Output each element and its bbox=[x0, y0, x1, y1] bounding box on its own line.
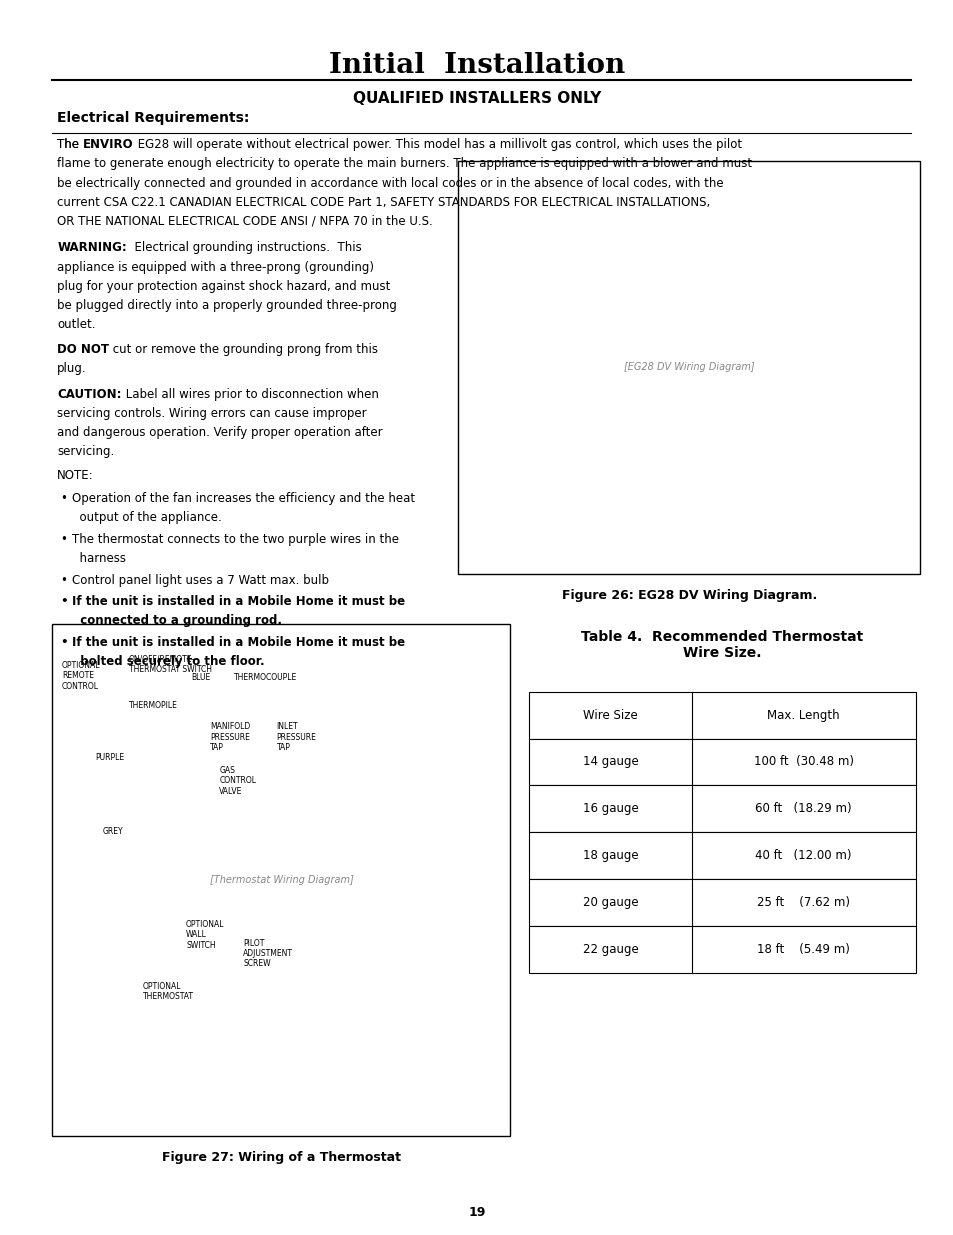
Text: [Thermostat Wiring Diagram]: [Thermostat Wiring Diagram] bbox=[210, 874, 353, 885]
Text: 40 ft   (12.00 m): 40 ft (12.00 m) bbox=[755, 850, 851, 862]
Text: ENVIRO: ENVIRO bbox=[83, 138, 133, 152]
Text: NOTE:: NOTE: bbox=[57, 469, 93, 483]
Text: The: The bbox=[57, 138, 83, 152]
Text: [EG28 DV Wiring Diagram]: [EG28 DV Wiring Diagram] bbox=[623, 362, 754, 373]
Text: INLET
PRESSURE
TAP: INLET PRESSURE TAP bbox=[276, 722, 316, 752]
Text: 18 ft    (5.49 m): 18 ft (5.49 m) bbox=[757, 944, 849, 956]
Text: Wire Size: Wire Size bbox=[582, 709, 638, 721]
Text: OPTIONAL
WALL
SWITCH: OPTIONAL WALL SWITCH bbox=[186, 920, 224, 950]
Text: The thermostat connects to the two purple wires in the: The thermostat connects to the two purpl… bbox=[71, 532, 398, 546]
Text: Label all wires prior to disconnection when: Label all wires prior to disconnection w… bbox=[122, 388, 378, 401]
Text: THERMOPILE: THERMOPILE bbox=[129, 701, 177, 710]
Bar bbox=[529, 785, 915, 832]
Bar bbox=[529, 832, 915, 879]
Bar bbox=[529, 739, 915, 785]
Text: QUALIFIED INSTALLERS ONLY: QUALIFIED INSTALLERS ONLY bbox=[353, 91, 600, 106]
Text: 60 ft   (18.29 m): 60 ft (18.29 m) bbox=[755, 803, 851, 815]
Text: Initial  Installation: Initial Installation bbox=[329, 52, 624, 79]
Text: The: The bbox=[57, 138, 83, 152]
Text: THERMOCOUPLE: THERMOCOUPLE bbox=[233, 673, 296, 682]
Text: Electrical grounding instructions.  This: Electrical grounding instructions. This bbox=[127, 241, 361, 254]
Text: •: • bbox=[60, 595, 68, 609]
Text: •: • bbox=[60, 636, 68, 650]
Text: OR THE NATIONAL ELECTRICAL CODE ANSI / NFPA 70 in the U.S.: OR THE NATIONAL ELECTRICAL CODE ANSI / N… bbox=[57, 215, 433, 228]
Text: plug.: plug. bbox=[57, 362, 87, 375]
Text: Electrical Requirements:: Electrical Requirements: bbox=[57, 111, 250, 125]
Text: 100 ft  (30.48 m): 100 ft (30.48 m) bbox=[753, 756, 853, 768]
Text: be electrically connected and grounded in accordance with local codes or in the : be electrically connected and grounded i… bbox=[57, 177, 723, 190]
Text: be plugged directly into a properly grounded three-prong: be plugged directly into a properly grou… bbox=[57, 299, 396, 312]
Text: OPTIONAL
REMOTE
CONTROL: OPTIONAL REMOTE CONTROL bbox=[62, 661, 100, 690]
Text: 18 gauge: 18 gauge bbox=[582, 850, 638, 862]
Text: and dangerous operation. Verify proper operation after: and dangerous operation. Verify proper o… bbox=[57, 426, 382, 440]
Text: Control panel light uses a 7 Watt max. bulb: Control panel light uses a 7 Watt max. b… bbox=[71, 573, 328, 587]
Text: servicing controls. Wiring errors can cause improper: servicing controls. Wiring errors can ca… bbox=[57, 406, 367, 420]
Text: servicing.: servicing. bbox=[57, 445, 114, 458]
Text: 19: 19 bbox=[468, 1207, 485, 1219]
Text: •: • bbox=[60, 532, 67, 546]
Text: If the unit is installed in a Mobile Home it must be: If the unit is installed in a Mobile Hom… bbox=[71, 595, 404, 609]
Text: BLUE: BLUE bbox=[191, 673, 210, 682]
Text: GREY: GREY bbox=[103, 827, 124, 836]
Text: EG28 will operate without electrical power. This model has a millivolt gas contr: EG28 will operate without electrical pow… bbox=[133, 138, 740, 152]
Text: connected to a grounding rod.: connected to a grounding rod. bbox=[71, 614, 281, 627]
Text: WARNING:: WARNING: bbox=[57, 241, 127, 254]
FancyBboxPatch shape bbox=[457, 161, 920, 574]
Text: CAUTION:: CAUTION: bbox=[57, 388, 122, 401]
Bar bbox=[529, 692, 915, 739]
Text: Figure 27: Wiring of a Thermostat: Figure 27: Wiring of a Thermostat bbox=[162, 1151, 400, 1165]
Text: ON/OFF/REMOTE—
THERMOSTAT SWITCH: ON/OFF/REMOTE— THERMOSTAT SWITCH bbox=[129, 655, 212, 674]
Text: Figure 26: EG28 DV Wiring Diagram.: Figure 26: EG28 DV Wiring Diagram. bbox=[561, 589, 816, 603]
Text: 14 gauge: 14 gauge bbox=[582, 756, 638, 768]
Text: output of the appliance.: output of the appliance. bbox=[71, 511, 221, 525]
Text: DO NOT: DO NOT bbox=[57, 343, 109, 357]
Text: flame to generate enough electricity to operate the main burners. The appliance : flame to generate enough electricity to … bbox=[57, 157, 752, 170]
Text: Max. Length: Max. Length bbox=[766, 709, 839, 721]
Text: 16 gauge: 16 gauge bbox=[582, 803, 638, 815]
Text: PURPLE: PURPLE bbox=[95, 753, 125, 762]
Text: PILOT
ADJUSTMENT
SCREW: PILOT ADJUSTMENT SCREW bbox=[243, 939, 293, 968]
Text: outlet.: outlet. bbox=[57, 317, 95, 331]
Text: plug for your protection against shock hazard, and must: plug for your protection against shock h… bbox=[57, 279, 390, 293]
Text: OPTIONAL
THERMOSTAT: OPTIONAL THERMOSTAT bbox=[143, 982, 193, 1002]
Text: Table 4.  Recommended Thermostat
Wire Size.: Table 4. Recommended Thermostat Wire Siz… bbox=[580, 630, 862, 659]
Text: current CSA C22.1 CANADIAN ELECTRICAL CODE Part 1, SAFETY STANDARDS FOR ELECTRIC: current CSA C22.1 CANADIAN ELECTRICAL CO… bbox=[57, 195, 710, 209]
Text: 25 ft    (7.62 m): 25 ft (7.62 m) bbox=[757, 897, 849, 909]
Text: cut or remove the grounding prong from this: cut or remove the grounding prong from t… bbox=[109, 343, 377, 357]
Text: 20 gauge: 20 gauge bbox=[582, 897, 638, 909]
FancyBboxPatch shape bbox=[52, 624, 510, 1136]
Text: •: • bbox=[60, 492, 67, 505]
Bar bbox=[529, 879, 915, 926]
Text: bolted securely to the floor.: bolted securely to the floor. bbox=[71, 655, 264, 668]
Text: 22 gauge: 22 gauge bbox=[582, 944, 638, 956]
Bar bbox=[529, 926, 915, 973]
Text: GAS
CONTROL
VALVE: GAS CONTROL VALVE bbox=[219, 766, 256, 795]
Text: Operation of the fan increases the efficiency and the heat: Operation of the fan increases the effic… bbox=[71, 492, 415, 505]
Text: appliance is equipped with a three-prong (grounding): appliance is equipped with a three-prong… bbox=[57, 261, 374, 274]
Text: harness: harness bbox=[71, 552, 126, 566]
Text: •: • bbox=[60, 573, 67, 587]
Text: If the unit is installed in a Mobile Home it must be: If the unit is installed in a Mobile Hom… bbox=[71, 636, 404, 650]
Text: MANIFOLD
PRESSURE
TAP: MANIFOLD PRESSURE TAP bbox=[210, 722, 250, 752]
